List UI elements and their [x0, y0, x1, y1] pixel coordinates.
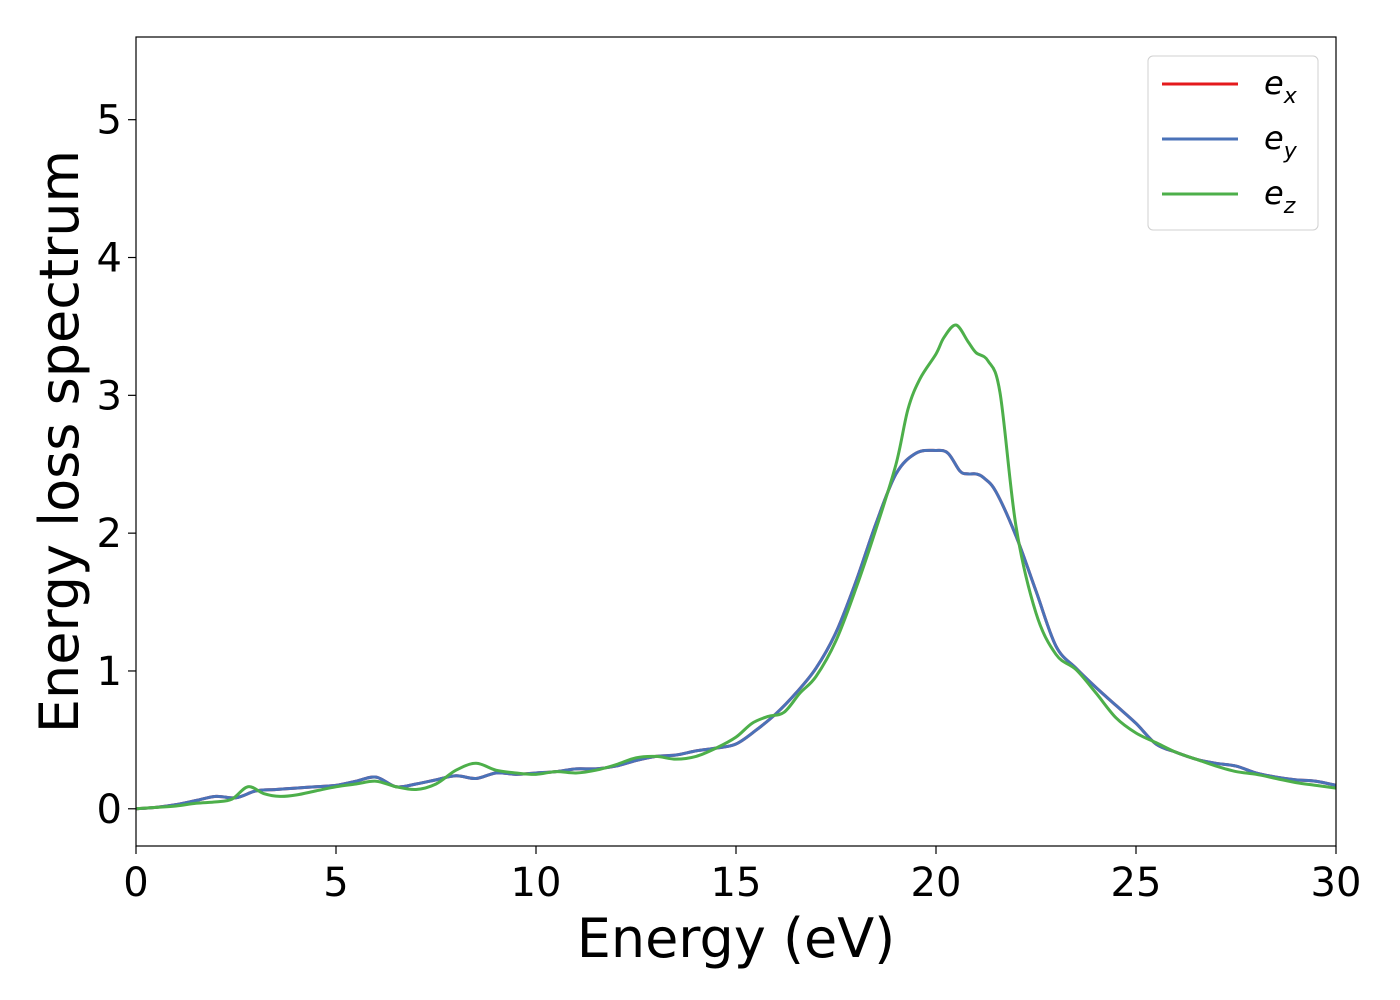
legend-box — [1147, 55, 1319, 231]
x-axis-label: Energy (eV) — [577, 907, 896, 970]
y-tick-label: 0 — [97, 787, 122, 833]
legend-label-e-z: ez — [1264, 174, 1296, 219]
y-tick-label: 3 — [97, 373, 122, 419]
x-tick-label: 10 — [511, 860, 562, 906]
y-tick-label: 4 — [97, 236, 122, 282]
plot-lines — [135, 323, 1337, 811]
y-tick-label: 5 — [97, 98, 122, 144]
series-line-e-z — [135, 323, 1337, 811]
y-tick-label: 1 — [97, 649, 122, 695]
y-axis-ticks: 0 1 2 3 4 5 — [97, 98, 136, 833]
x-tick-label: 15 — [711, 860, 762, 906]
series-line-e-y — [135, 448, 1337, 811]
y-axis-label: Energy loss spectrum — [28, 150, 91, 733]
x-tick-label: 0 — [123, 860, 148, 906]
x-tick-label: 30 — [1311, 860, 1362, 906]
legend-label-e-x: ex — [1264, 64, 1298, 109]
x-tick-label: 20 — [911, 860, 962, 906]
x-tick-label: 25 — [1111, 860, 1162, 906]
legend-label-e-y: ey — [1264, 119, 1298, 164]
x-axis-ticks: 0 5 10 15 20 25 30 — [123, 846, 1361, 906]
y-tick-label: 2 — [97, 511, 122, 557]
legend: ex ey ez — [1147, 55, 1319, 231]
x-tick-label: 5 — [323, 860, 348, 906]
